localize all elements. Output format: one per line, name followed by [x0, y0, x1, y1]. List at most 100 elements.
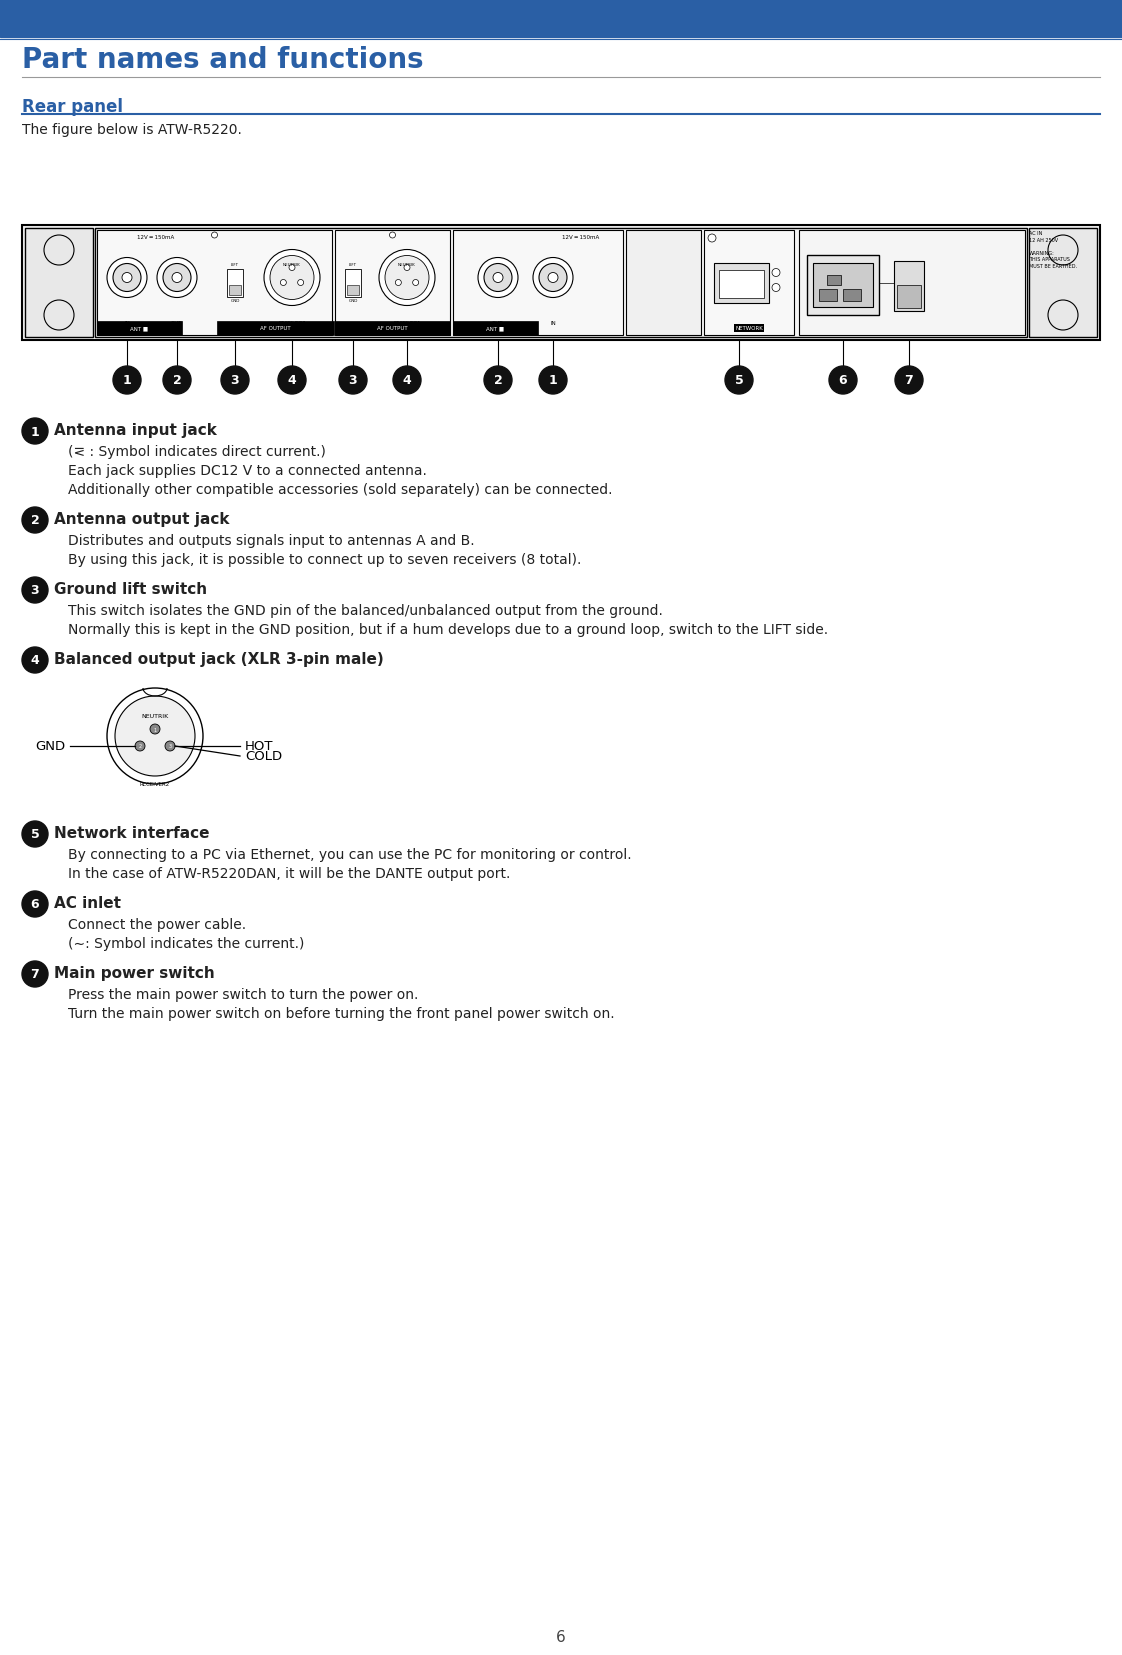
Bar: [96, 230, 332, 336]
Text: 1: 1: [549, 374, 558, 387]
Bar: [807, 255, 879, 316]
Bar: [335, 321, 450, 336]
Circle shape: [379, 250, 435, 306]
Text: AF OUTPUT: AF OUTPUT: [377, 326, 407, 331]
Circle shape: [163, 265, 191, 293]
Text: OUT: OUT: [493, 321, 504, 326]
Bar: [896, 285, 921, 308]
Circle shape: [772, 270, 780, 278]
Text: 2: 2: [494, 374, 503, 387]
Circle shape: [1048, 237, 1078, 266]
Text: GND: GND: [230, 300, 240, 303]
Text: 7: 7: [30, 968, 39, 981]
Bar: [894, 261, 925, 311]
Text: 3: 3: [349, 374, 357, 387]
Circle shape: [404, 265, 410, 271]
Circle shape: [289, 265, 295, 271]
Text: 4: 4: [287, 374, 296, 387]
Circle shape: [533, 258, 573, 298]
Text: Additionally other compatible accessories (sold separately) can be connected.: Additionally other compatible accessorie…: [68, 483, 613, 496]
Text: 3: 3: [168, 745, 172, 750]
Circle shape: [270, 257, 314, 300]
Circle shape: [22, 508, 48, 533]
Circle shape: [297, 280, 304, 286]
Circle shape: [22, 419, 48, 445]
Text: ANT ■: ANT ■: [486, 326, 504, 331]
Bar: [827, 275, 842, 285]
Text: Press the main power switch to turn the power on.: Press the main power switch to turn the …: [68, 988, 419, 1001]
Bar: [453, 230, 623, 336]
Text: 6: 6: [838, 374, 847, 387]
Text: (⋜ : Symbol indicates direct current.): (⋜ : Symbol indicates direct current.): [68, 445, 325, 458]
Circle shape: [493, 273, 503, 283]
Circle shape: [548, 273, 558, 283]
Text: HOT: HOT: [245, 740, 274, 753]
Text: Normally this is kept in the GND position, but if a hum develops due to a ground: Normally this is kept in the GND positio…: [68, 622, 828, 637]
Text: GND: GND: [35, 740, 65, 753]
Circle shape: [44, 237, 74, 266]
Bar: [95, 228, 1027, 338]
Text: RECEIVER1: RECEIVER1: [393, 321, 421, 326]
Text: COLD: COLD: [245, 750, 282, 763]
Text: Part names and functions: Part names and functions: [22, 46, 424, 74]
Text: Rear panel: Rear panel: [22, 98, 123, 116]
Circle shape: [22, 821, 48, 847]
Text: Each jack supplies DC12 V to a connected antenna.: Each jack supplies DC12 V to a connected…: [68, 463, 426, 478]
Circle shape: [484, 367, 512, 396]
Circle shape: [44, 301, 74, 331]
Text: 12V ═ 150mA: 12V ═ 150mA: [562, 235, 599, 240]
Bar: [453, 321, 539, 336]
Circle shape: [107, 258, 147, 298]
Circle shape: [221, 367, 249, 396]
Text: 1: 1: [30, 425, 39, 439]
Circle shape: [113, 265, 141, 293]
Bar: [799, 230, 1026, 336]
Text: NETWORK: NETWORK: [735, 326, 763, 331]
Text: 1: 1: [122, 374, 131, 387]
Text: Antenna input jack: Antenna input jack: [54, 422, 217, 437]
Text: 6: 6: [557, 1630, 565, 1645]
Text: AC inlet: AC inlet: [54, 895, 121, 910]
Text: OUT: OUT: [172, 321, 183, 326]
Text: This switch isolates the GND pin of the balanced/unbalanced output from the grou: This switch isolates the GND pin of the …: [68, 604, 663, 617]
Bar: [344, 270, 361, 298]
Circle shape: [539, 367, 567, 396]
Circle shape: [389, 233, 395, 238]
Bar: [719, 270, 764, 298]
Circle shape: [393, 367, 421, 396]
Circle shape: [172, 273, 182, 283]
Bar: [227, 270, 243, 298]
Text: The figure below is ATW-R5220.: The figure below is ATW-R5220.: [22, 122, 242, 137]
Bar: [714, 263, 769, 303]
Circle shape: [413, 280, 419, 286]
Circle shape: [107, 688, 203, 784]
Circle shape: [135, 741, 145, 751]
Circle shape: [22, 578, 48, 604]
Text: 12V ═ 150mA: 12V ═ 150mA: [137, 235, 174, 240]
Bar: [229, 285, 241, 295]
Bar: [96, 321, 182, 336]
Bar: [626, 230, 701, 336]
Text: Antenna output jack: Antenna output jack: [54, 511, 230, 526]
Circle shape: [150, 725, 160, 735]
Bar: [0, 0, 1122, 38]
Text: Connect the power cable.: Connect the power cable.: [68, 917, 246, 932]
Text: 2: 2: [138, 745, 141, 750]
Text: Network interface: Network interface: [54, 826, 210, 841]
Circle shape: [122, 273, 132, 283]
Text: AC IN
12 AH 250V

WARNING:
THIS APPARATUS
MUST BE EARTHED.: AC IN 12 AH 250V WARNING: THIS APPARATUS…: [1029, 230, 1077, 268]
Bar: [819, 290, 837, 301]
Bar: [22, 225, 1100, 341]
Circle shape: [829, 367, 857, 396]
Circle shape: [264, 250, 320, 306]
Text: Distributes and outputs signals input to antennas A and B.: Distributes and outputs signals input to…: [68, 533, 475, 548]
Text: NEUTRIK: NEUTRIK: [141, 713, 168, 718]
Text: 4: 4: [30, 654, 39, 667]
Circle shape: [114, 697, 195, 776]
Text: LIFT: LIFT: [231, 263, 239, 268]
Text: By connecting to a PC via Ethernet, you can use the PC for monitoring or control: By connecting to a PC via Ethernet, you …: [68, 847, 632, 862]
Text: 2: 2: [30, 515, 39, 528]
Bar: [843, 290, 861, 301]
Text: (∼: Symbol indicates the current.): (∼: Symbol indicates the current.): [68, 937, 304, 950]
Text: 3: 3: [231, 374, 239, 387]
